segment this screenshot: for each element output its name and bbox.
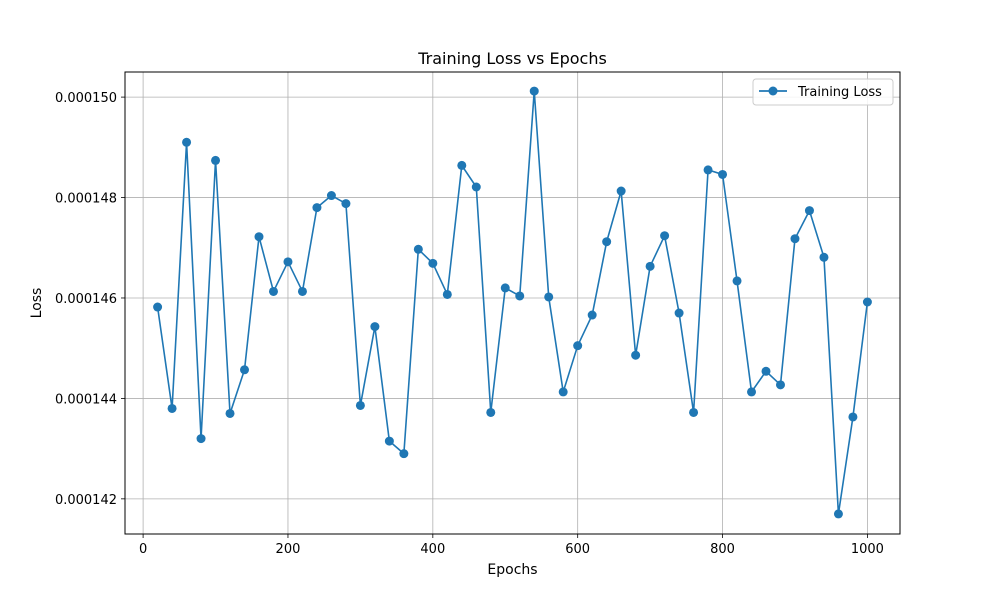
data-point (848, 412, 858, 422)
x-tick-label: 200 (276, 542, 301, 557)
data-point (153, 302, 163, 312)
data-point (645, 261, 655, 271)
data-point (182, 137, 192, 147)
data-point (790, 234, 800, 244)
data-point (457, 160, 467, 170)
data-point (747, 387, 757, 397)
data-point (225, 408, 235, 418)
data-point (312, 203, 322, 213)
y-tick-label: 0.000150 (55, 91, 117, 106)
data-point (211, 155, 221, 165)
data-point (341, 199, 351, 209)
legend-box (752, 78, 894, 106)
data-point (399, 449, 409, 459)
legend-marker-swatch (768, 86, 778, 96)
data-point (355, 400, 365, 410)
data-point (718, 169, 728, 179)
y-tick-label: 0.000142 (55, 493, 117, 508)
x-tick-label: 0 (139, 542, 147, 557)
data-point (500, 283, 510, 293)
data-point (268, 286, 278, 296)
data-point (384, 436, 394, 446)
y-tick-label: 0.000144 (55, 392, 117, 407)
y-axis-ticks: 0.000142 0.000144 0.000146 0.000148 0.000150 (55, 91, 125, 508)
data-point (602, 237, 612, 247)
data-point (442, 289, 452, 299)
x-axis-ticks: 0 200 400 600 800 1000 (139, 534, 884, 557)
x-tick-label: 600 (565, 542, 590, 557)
data-point (486, 407, 496, 417)
data-point (631, 350, 641, 360)
data-point (471, 182, 481, 192)
x-tick-label: 800 (710, 542, 735, 557)
x-tick-label: 1000 (851, 542, 884, 557)
data-point (833, 509, 843, 519)
data-point (413, 244, 423, 254)
plot-area-frame (124, 71, 901, 535)
legend-label: Training Loss (797, 85, 882, 100)
data-point (819, 252, 829, 262)
chart-title: Training Loss vs Epochs (417, 49, 607, 68)
data-point (674, 308, 684, 318)
data-point (529, 86, 539, 96)
legend: Training Loss (752, 78, 894, 106)
data-point (254, 232, 264, 242)
data-point (370, 322, 380, 332)
y-axis-label: Loss (29, 288, 45, 319)
data-point (703, 165, 713, 175)
grid (125, 72, 900, 534)
data-point (775, 380, 785, 390)
data-point (587, 310, 597, 320)
data-point (240, 365, 250, 375)
data-point (573, 341, 583, 351)
data-point (616, 186, 626, 196)
data-point (761, 366, 771, 376)
data-point (660, 231, 670, 241)
data-point (862, 297, 872, 307)
data-point (544, 292, 554, 302)
data-point (428, 258, 438, 268)
y-tick-label: 0.000146 (55, 292, 117, 307)
data-point (283, 257, 293, 267)
data-point (167, 403, 177, 413)
data-point (297, 286, 307, 296)
data-point (326, 191, 336, 201)
data-point (732, 276, 742, 286)
y-tick-label: 0.000148 (55, 192, 117, 207)
data-point (689, 407, 699, 417)
x-tick-label: 400 (420, 542, 445, 557)
data-point (196, 434, 206, 444)
data-point (558, 387, 568, 397)
series-markers (153, 86, 872, 519)
series-line-layer (156, 90, 869, 515)
series-line-training-loss (156, 90, 869, 515)
data-point (804, 206, 814, 216)
data-point (515, 291, 525, 301)
x-axis-label: Epochs (487, 562, 537, 578)
